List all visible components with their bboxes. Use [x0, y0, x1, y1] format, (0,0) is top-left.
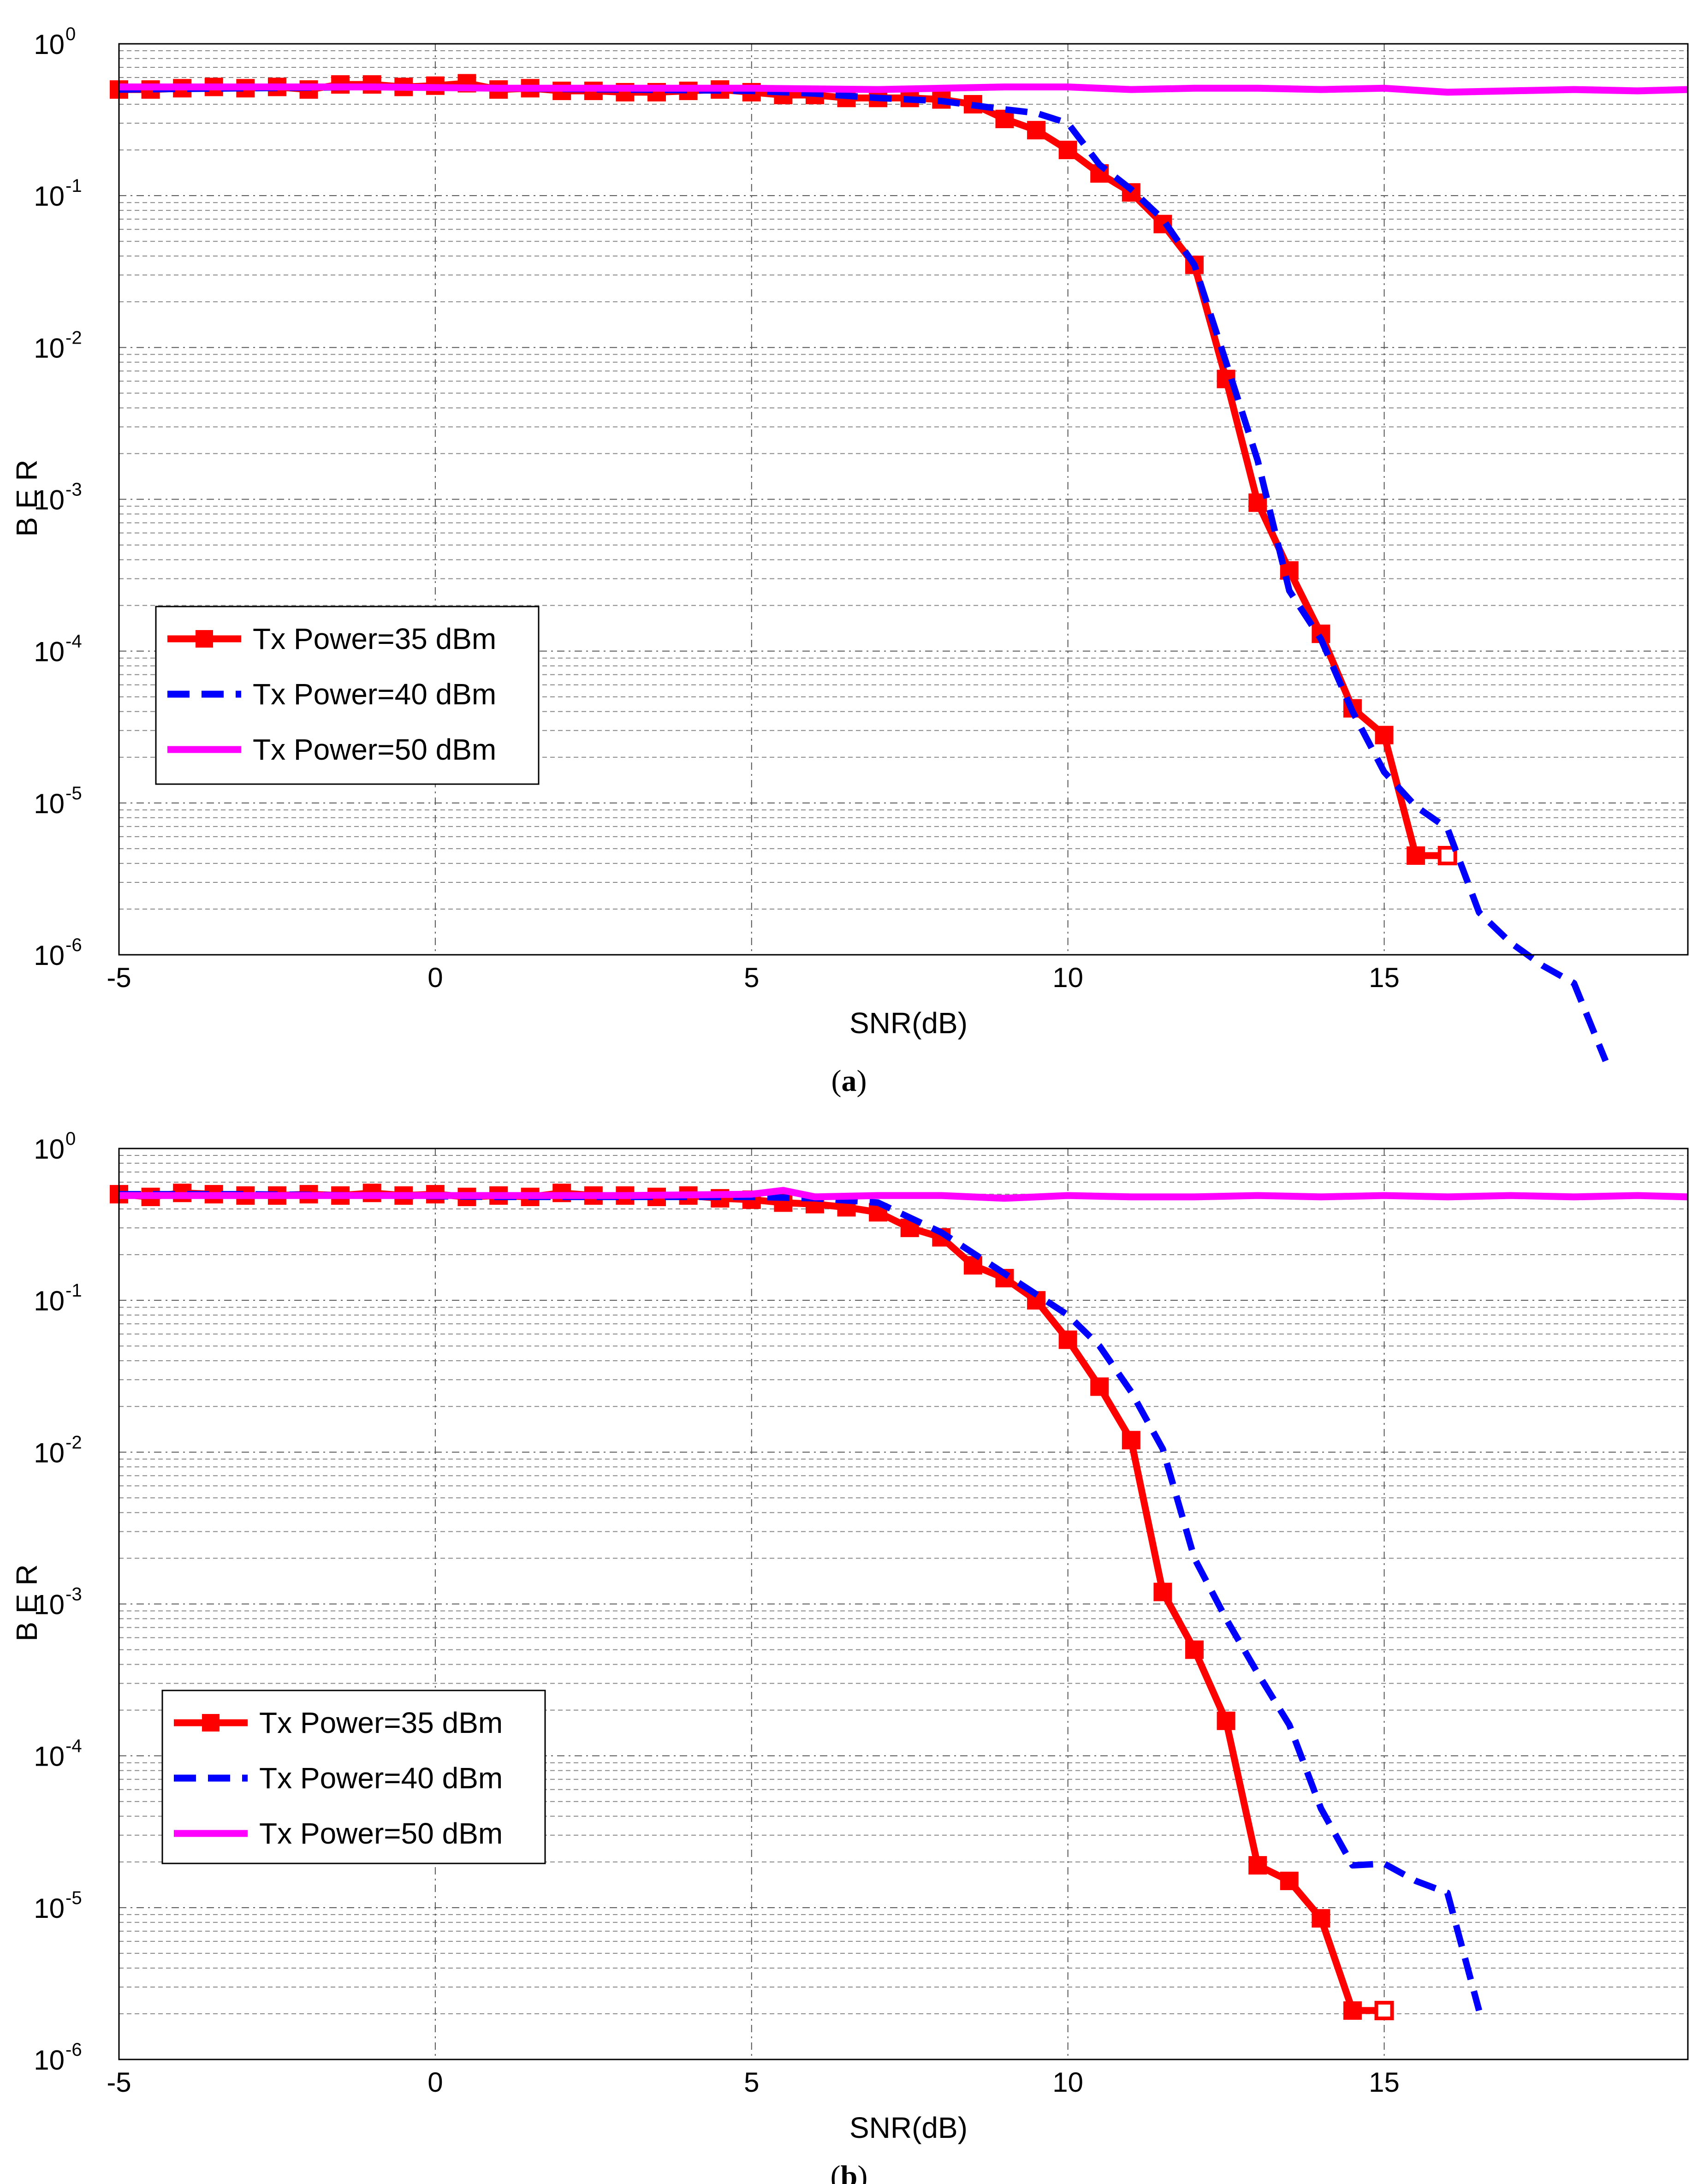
y-tick-label: 10	[34, 1893, 65, 1924]
y-tick-exponent: -5	[65, 783, 82, 803]
y-tick-label: 10	[34, 1437, 65, 1468]
y-tick-exponent: -6	[65, 2040, 82, 2060]
y-tick-label: 10	[34, 2045, 65, 2076]
y-tick-exponent: 0	[65, 1129, 76, 1149]
y-tick-exponent: -5	[65, 1888, 82, 1908]
plot-area	[118, 43, 1689, 956]
y-tick-label: 10	[34, 940, 65, 971]
y-tick-exponent: -3	[65, 480, 82, 500]
data-point-marker	[1027, 121, 1046, 140]
y-tick-label: 10	[34, 181, 65, 212]
y-tick-exponent: -4	[65, 1736, 82, 1756]
x-tick-label: 15	[1369, 962, 1400, 993]
data-point-marker	[1122, 1431, 1140, 1450]
data-point-marker	[1217, 1711, 1235, 1730]
y-tick-label: 10	[34, 788, 65, 819]
data-point-marker	[963, 1256, 982, 1275]
legend-entry-2: Tx Power=40 dBm	[253, 678, 496, 711]
data-point-marker	[995, 109, 1014, 128]
y-tick-label: 10	[34, 1741, 65, 1772]
plot-area	[118, 1148, 1689, 2060]
legend: Tx Power=35 dBm Tx Power=40 dBm Tx Power=5…	[155, 606, 540, 785]
x-tick-label: -5	[107, 962, 131, 993]
panel-caption: (a)	[831, 1064, 867, 1098]
plot-border	[118, 1148, 1689, 2060]
data-point-marker	[1280, 1871, 1299, 1890]
legend-entry-1: Tx Power=35 dBm	[253, 622, 496, 655]
data-point-marker	[1312, 1909, 1330, 1928]
plot-border	[118, 43, 1689, 956]
y-tick-label: 10	[34, 1285, 65, 1316]
y-tick-exponent: -4	[65, 631, 82, 652]
y-tick-label: 10	[34, 1589, 65, 1620]
y-tick-label: 10	[34, 333, 65, 363]
y-tick-exponent: -1	[65, 1280, 82, 1301]
data-point-marker	[1407, 846, 1425, 865]
data-point-marker	[1375, 726, 1394, 744]
y-tick-label: 10	[34, 485, 65, 516]
y-tick-exponent: -2	[65, 1432, 82, 1452]
data-point-marker	[1343, 2001, 1362, 2020]
x-axis-label: SNR(dB)	[849, 1006, 968, 1040]
y-tick-exponent: 0	[65, 24, 76, 44]
y-tick-label: 10	[34, 29, 65, 60]
data-point-marker	[1058, 1330, 1077, 1349]
data-point-marker	[1058, 141, 1077, 160]
y-tick-exponent: -3	[65, 1584, 82, 1605]
grid	[119, 1148, 1688, 2060]
y-axis-label: B E R	[10, 1564, 43, 1641]
legend-entry-3: Tx Power=50 dBm	[253, 733, 496, 766]
x-tick-label: 10	[1052, 2067, 1083, 2098]
series-line-3	[119, 1187, 1688, 1202]
legend-marker	[202, 1714, 220, 1732]
legend-entry-3: Tx Power=50 dBm	[259, 1817, 503, 1850]
y-tick-exponent: -2	[65, 327, 82, 348]
panel-caption: (b)	[831, 2160, 868, 2184]
x-tick-label: 5	[744, 2067, 759, 2098]
series-line-3	[119, 83, 1688, 96]
legend-entry-1: Tx Power=35 dBm	[259, 1706, 503, 1739]
y-tick-label: 10	[34, 1134, 65, 1165]
y-tick-label: 10	[34, 637, 65, 667]
y-tick-exponent: -6	[65, 935, 82, 955]
x-tick-label: 5	[744, 962, 759, 993]
y-tick-exponent: -1	[65, 176, 82, 196]
data-point-marker	[1090, 1377, 1109, 1396]
x-tick-label: 0	[427, 2067, 443, 2098]
x-tick-label: 15	[1369, 2067, 1400, 2098]
x-tick-label: 10	[1052, 962, 1083, 993]
data-point-marker-last	[1374, 2000, 1394, 2020]
data-point-marker	[1185, 1640, 1204, 1659]
x-axis-label: SNR(dB)	[849, 2111, 968, 2144]
data-point-marker	[1153, 1583, 1172, 1601]
x-tick-label: 0	[427, 962, 443, 993]
x-tick-label: -5	[107, 2067, 131, 2098]
y-axis-label: B E R	[10, 459, 43, 536]
legend-entry-2: Tx Power=40 dBm	[259, 1761, 503, 1795]
data-point-marker	[1248, 1856, 1267, 1875]
legend: Tx Power=35 dBm Tx Power=40 dBm Tx Power=5…	[161, 1690, 546, 1864]
legend-marker	[196, 630, 213, 648]
